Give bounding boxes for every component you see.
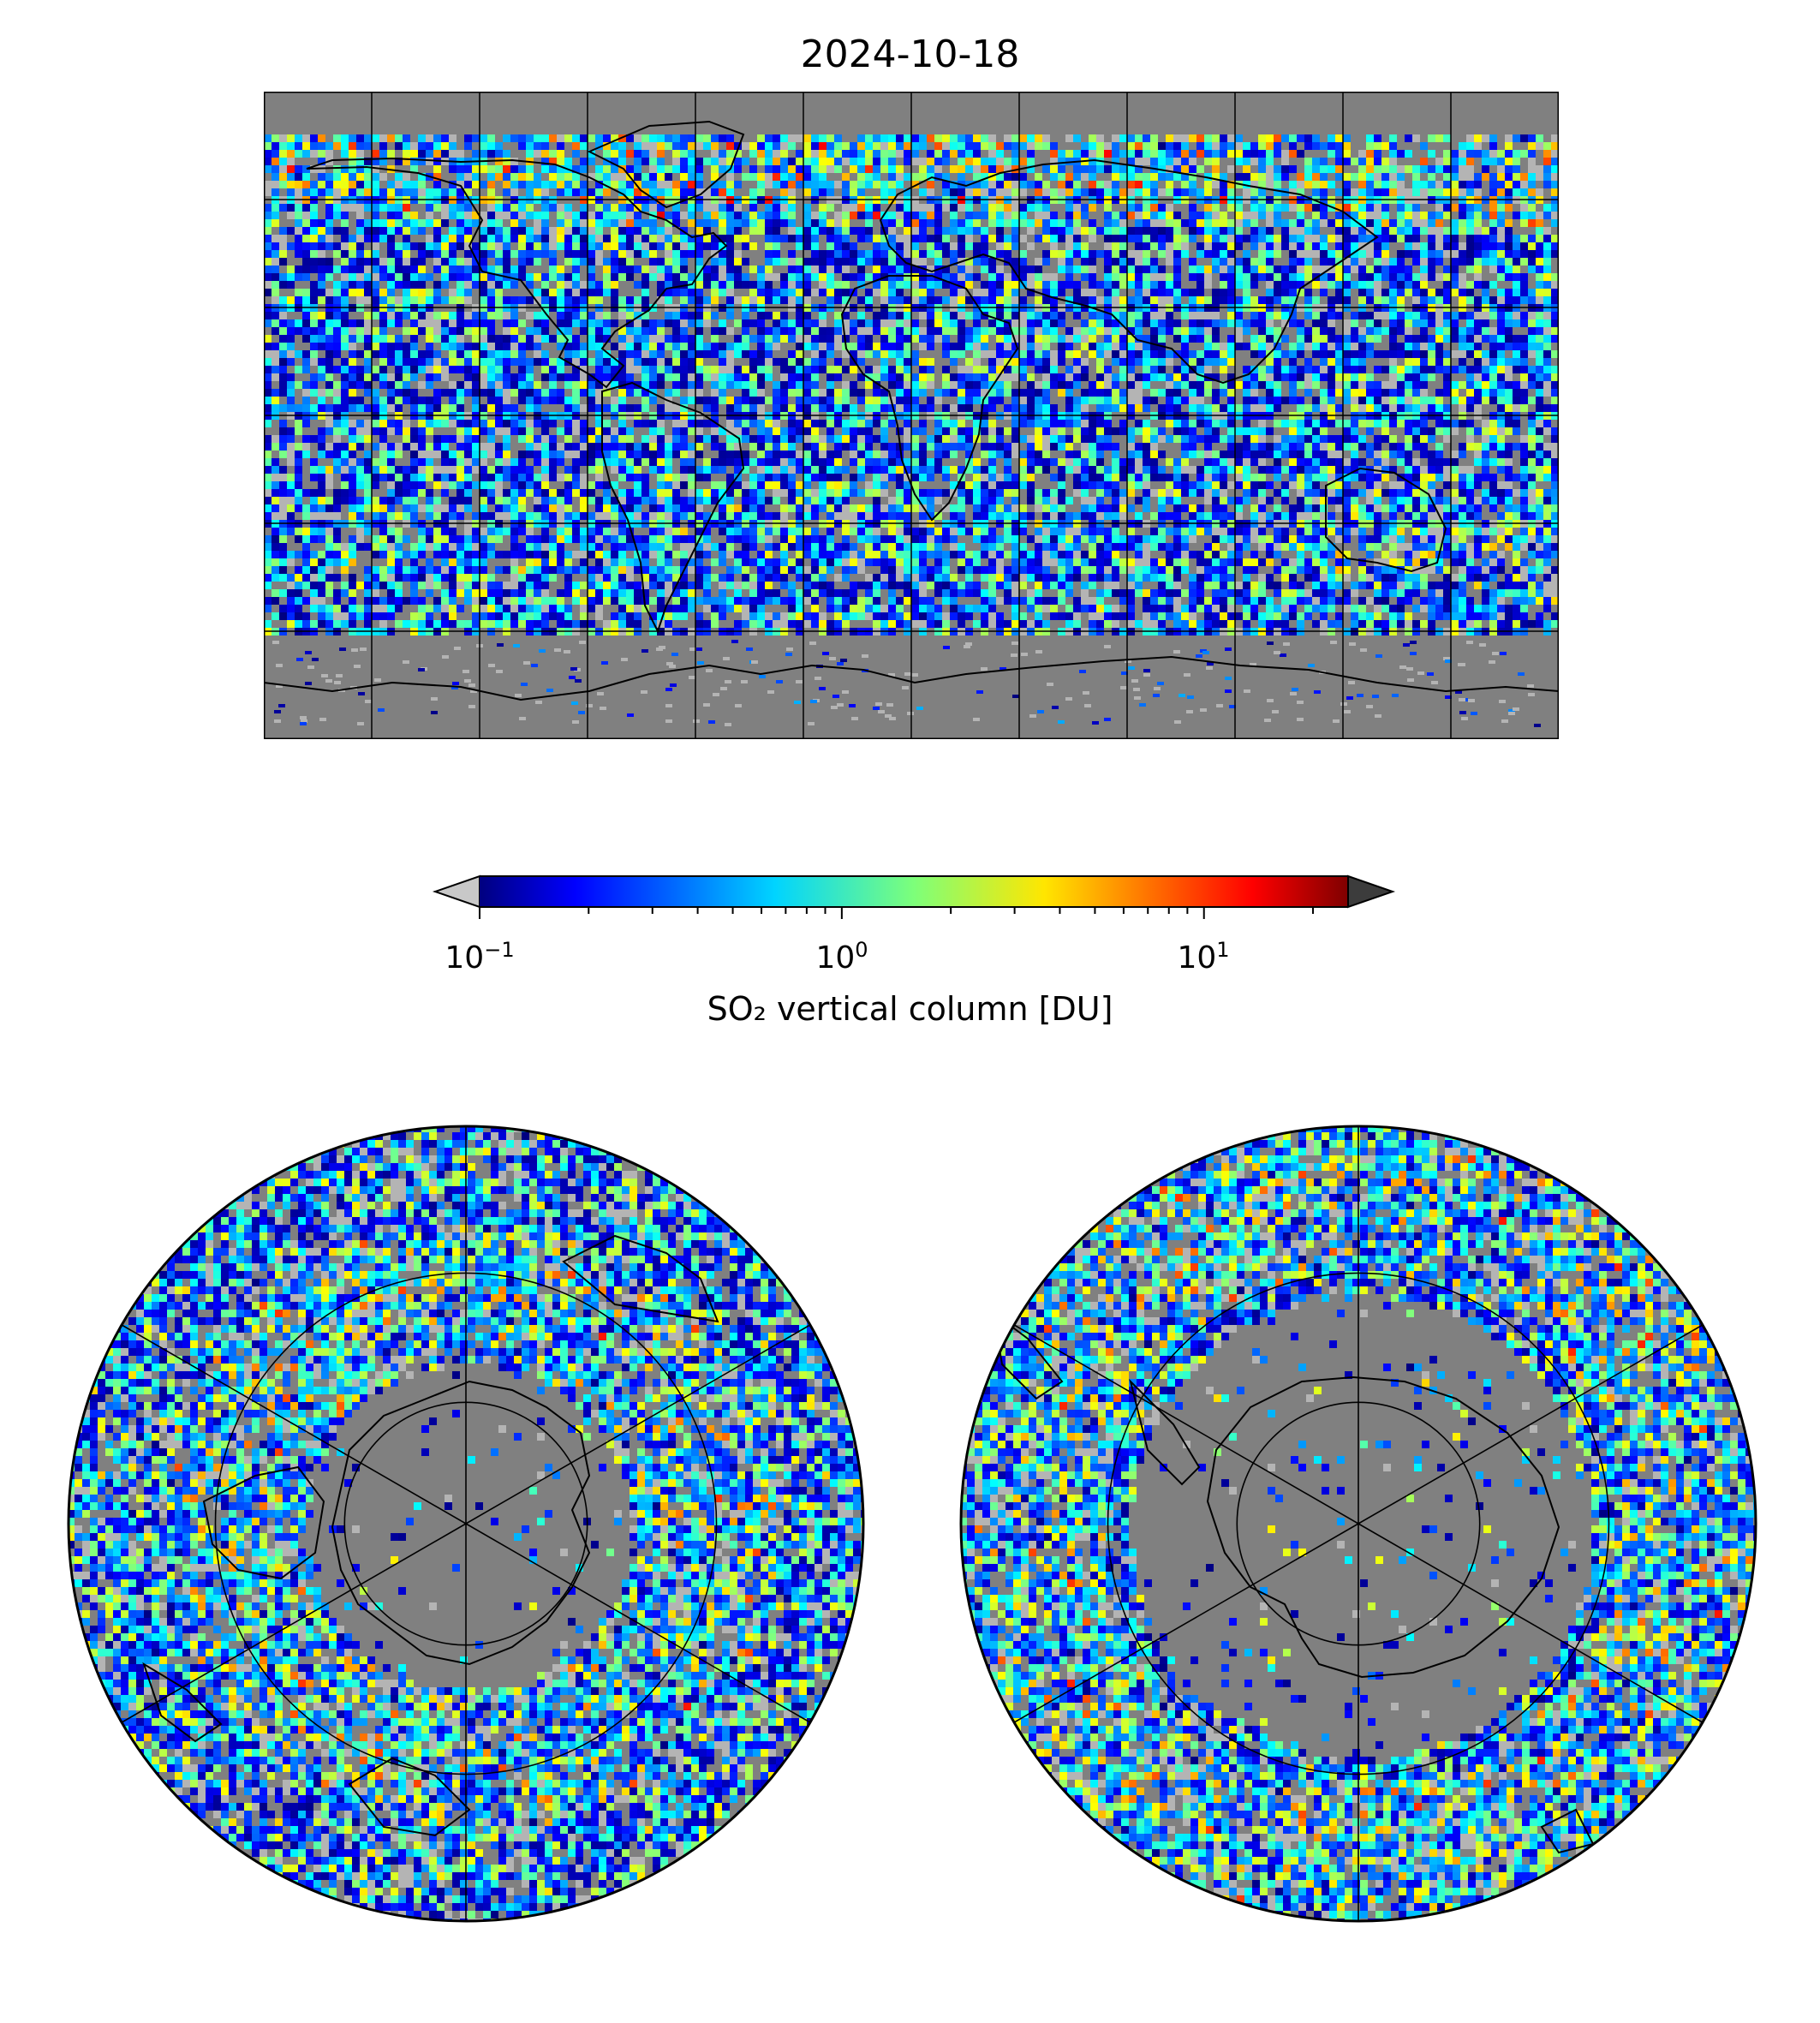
colorbar-gradient	[480, 876, 1348, 907]
colorbar-tick-label-1: 100	[815, 938, 868, 976]
north-polar-map	[67, 1125, 865, 1923]
plot-title: 2024-10-18	[0, 33, 1820, 76]
world-gridlines	[264, 92, 1559, 739]
north-polar-frame	[67, 1125, 865, 1923]
colorbar	[428, 869, 1405, 946]
south-polar-map	[959, 1125, 1757, 1923]
colorbar-under-extension	[432, 874, 480, 909]
north-polar-coastlines	[142, 1234, 719, 1837]
world-map	[264, 92, 1559, 739]
world-so2-data	[264, 134, 1559, 727]
south-polar-frame	[959, 1125, 1757, 1923]
colorbar-label: SO₂ vertical column [DU]	[0, 990, 1820, 1028]
colorbar-tick-label-0: 10−1	[445, 938, 514, 976]
colorbar-over-extension	[1347, 874, 1396, 909]
colorbar-ticks	[479, 907, 1315, 919]
colorbar-tick-label-2: 101	[1177, 938, 1229, 976]
